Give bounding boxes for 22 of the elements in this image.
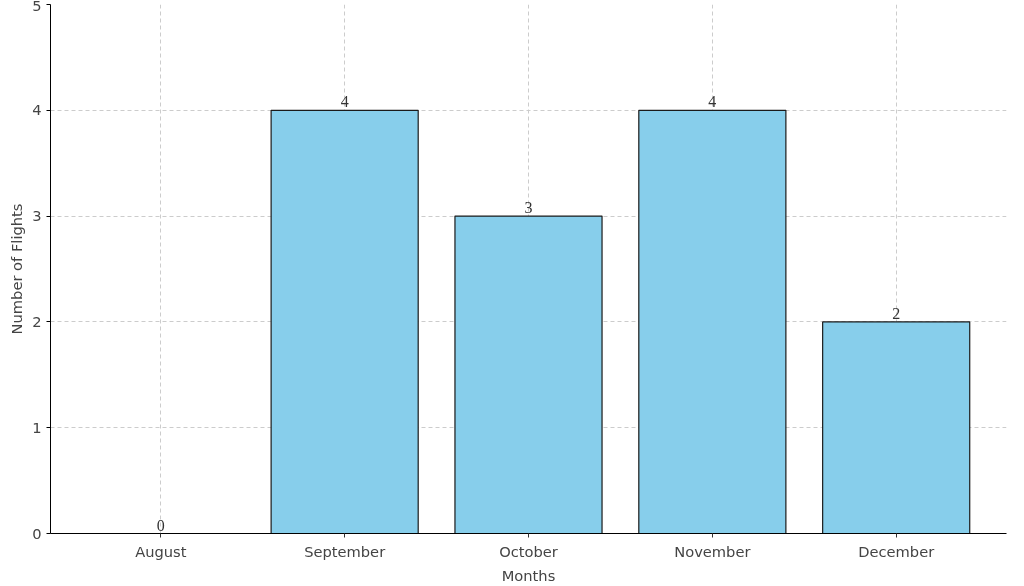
x-axis-title: Months — [501, 566, 556, 584]
x-tick-label: October — [499, 542, 559, 560]
y-tick-label: 5 — [32, 0, 42, 14]
data-label: 0 — [156, 516, 165, 534]
x-tick-label: December — [858, 542, 936, 560]
y-tick-label: 1 — [32, 418, 42, 436]
data-label: 2 — [892, 304, 901, 322]
bar — [822, 321, 971, 534]
x-tick-label: August — [135, 542, 187, 560]
bar — [270, 109, 419, 534]
y-tick-label: 0 — [32, 524, 42, 542]
x-tick-label: November — [674, 542, 752, 560]
y-axis-title: Number of Flights — [8, 203, 26, 335]
bar — [638, 109, 787, 534]
x-tick-label: September — [304, 542, 387, 560]
bar — [454, 215, 603, 534]
data-label: 4 — [708, 93, 717, 111]
y-tick-label: 2 — [32, 312, 42, 330]
y-tick-label: 4 — [32, 101, 42, 119]
y-tick-label: 3 — [32, 207, 42, 225]
data-label: 3 — [524, 199, 533, 217]
data-label: 4 — [340, 93, 349, 111]
